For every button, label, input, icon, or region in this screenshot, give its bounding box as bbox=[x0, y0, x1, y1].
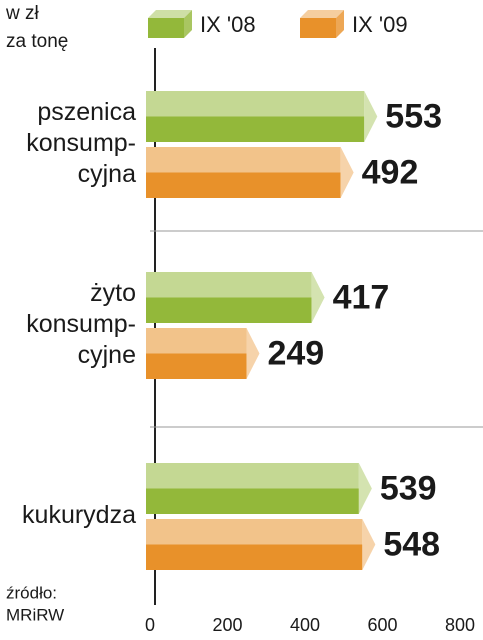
category-label: cyjna bbox=[78, 160, 136, 188]
x-tick-label: 0 bbox=[145, 615, 155, 635]
category-label: cyjne bbox=[78, 341, 136, 369]
legend-side bbox=[336, 10, 344, 38]
bar bbox=[146, 147, 354, 198]
bar-cap bbox=[362, 519, 376, 570]
bar-bottom bbox=[146, 488, 359, 514]
bar-bottom bbox=[146, 297, 312, 323]
bar-bottom bbox=[146, 544, 363, 570]
bar bbox=[146, 519, 376, 570]
legend-front bbox=[300, 18, 336, 38]
value-label: 417 bbox=[333, 278, 390, 316]
value-label: 553 bbox=[385, 97, 442, 135]
bar-bottom bbox=[146, 353, 247, 379]
value-label: 249 bbox=[267, 334, 324, 372]
legend-front bbox=[148, 18, 184, 38]
bar-top bbox=[146, 463, 359, 489]
bar-cap bbox=[364, 91, 378, 142]
source: źródło: bbox=[6, 583, 57, 602]
legend-top bbox=[300, 10, 344, 18]
bar-cap bbox=[358, 463, 372, 514]
x-tick-label: 800 bbox=[445, 615, 475, 635]
bar-top bbox=[146, 147, 341, 173]
legend-swatch bbox=[300, 10, 344, 38]
legend-label: IX '08 bbox=[200, 12, 256, 37]
x-tick-label: 200 bbox=[212, 615, 242, 635]
bar-cap bbox=[311, 272, 325, 323]
bar-bottom bbox=[146, 116, 365, 142]
y-label: w zł bbox=[5, 3, 40, 24]
legend-top bbox=[148, 10, 192, 18]
legend-side bbox=[184, 10, 192, 38]
category-label: konsump- bbox=[26, 129, 136, 157]
bar-top bbox=[146, 519, 363, 545]
value-label: 548 bbox=[383, 525, 440, 563]
bar bbox=[146, 91, 378, 142]
x-tick-label: 400 bbox=[290, 615, 320, 635]
bar-cap bbox=[340, 147, 354, 198]
category-label: konsump- bbox=[26, 310, 136, 338]
legend-swatch bbox=[148, 10, 192, 38]
category-label: żyto bbox=[90, 279, 136, 307]
bar-bottom bbox=[146, 172, 341, 198]
bar-cap bbox=[246, 328, 260, 379]
bar bbox=[146, 463, 372, 514]
bar-top bbox=[146, 328, 247, 354]
value-label: 492 bbox=[362, 153, 419, 191]
y-label: za tonę bbox=[6, 31, 68, 52]
category-label: pszenica bbox=[37, 98, 136, 126]
category-label: kukurydza bbox=[22, 501, 136, 529]
legend-label: IX '09 bbox=[352, 12, 408, 37]
bar-top bbox=[146, 91, 365, 117]
bar-top bbox=[146, 272, 312, 298]
bar bbox=[146, 272, 325, 323]
source: MRiRW bbox=[6, 605, 64, 624]
value-label: 539 bbox=[380, 469, 437, 507]
bar bbox=[146, 328, 260, 379]
x-tick-label: 600 bbox=[367, 615, 397, 635]
